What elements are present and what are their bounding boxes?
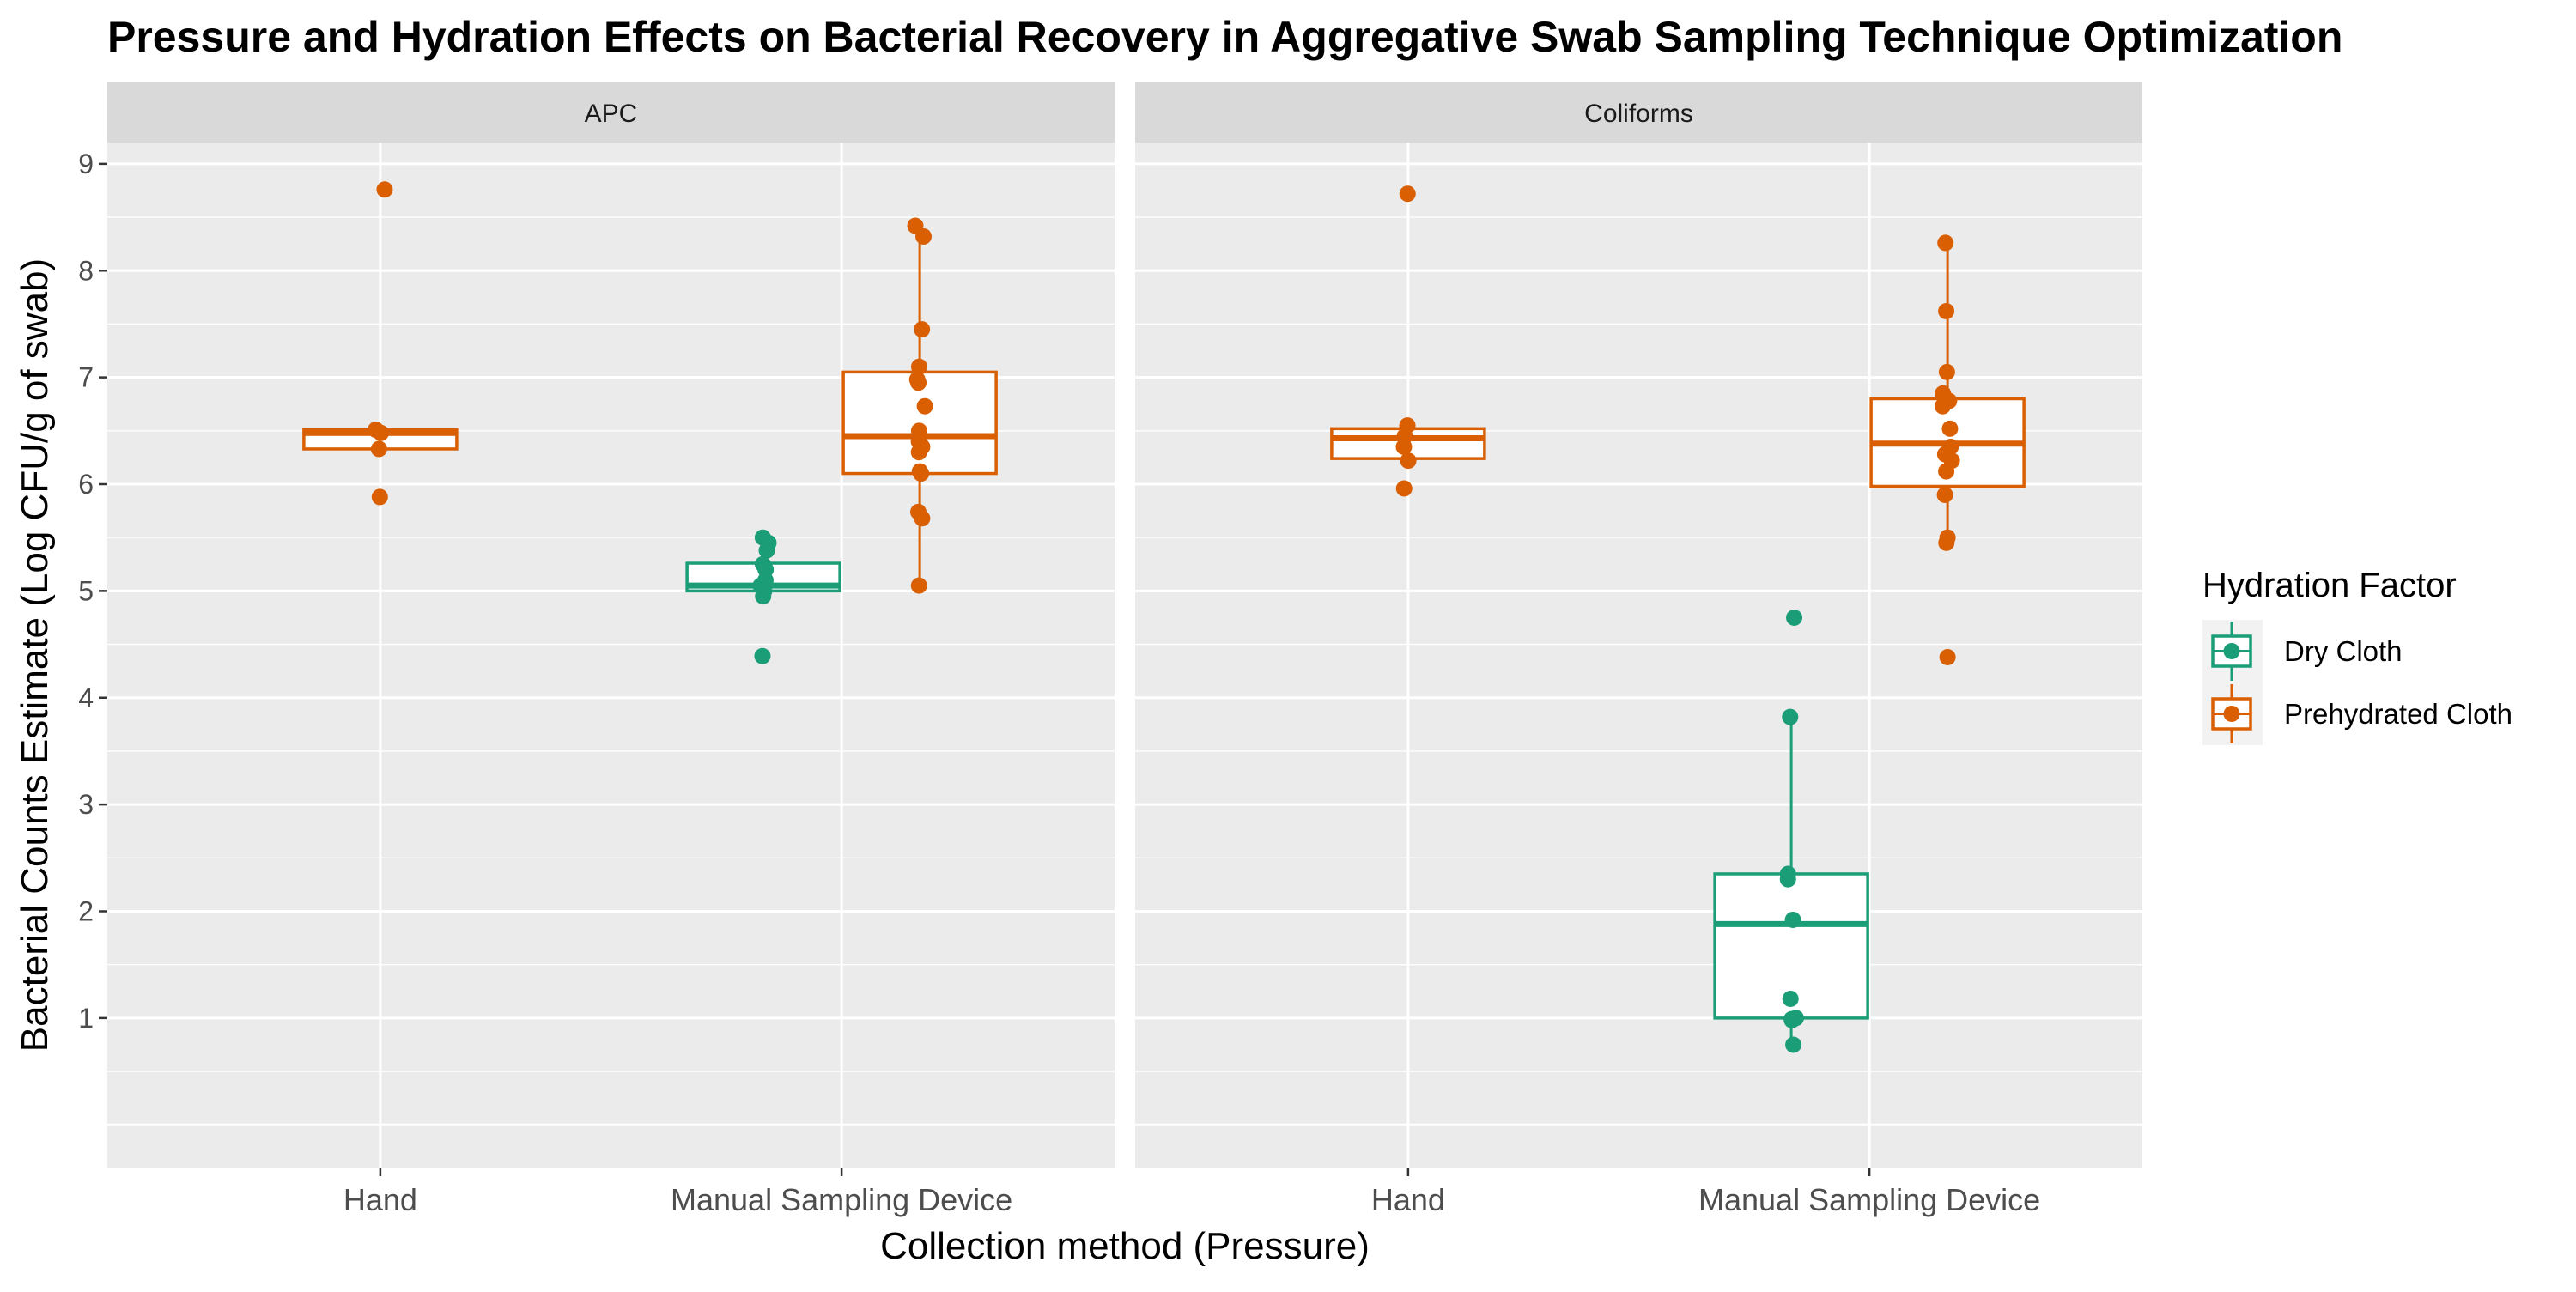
x-tick-label: Hand — [343, 1182, 417, 1217]
facet-strip — [107, 82, 1115, 143]
box-hand-prehydrated-cloth — [302, 181, 459, 506]
y-tick-label: 6 — [78, 469, 94, 500]
data-point — [1938, 303, 1955, 320]
legend-key-prehydrated-cloth — [2202, 682, 2263, 745]
x-axis-title: Collection method (Pressure) — [880, 1225, 1370, 1267]
data-point — [913, 465, 930, 482]
data-point — [371, 488, 388, 506]
y-tick-label: 8 — [78, 255, 94, 286]
data-point — [373, 424, 390, 441]
data-point — [914, 321, 931, 338]
x-tick-label: Hand — [1371, 1182, 1445, 1217]
x-tick-label: Manual Sampling Device — [1698, 1182, 2040, 1217]
y-tick-label: 7 — [78, 362, 94, 393]
x-tick-label: Manual Sampling Device — [671, 1182, 1012, 1217]
legend-key-point — [2223, 706, 2240, 722]
data-point — [1395, 480, 1413, 497]
legend: Hydration Factor Dry Cloth Prehydrated Clo… — [2202, 567, 2512, 745]
data-point — [1938, 363, 1955, 380]
data-point — [754, 647, 771, 664]
data-point — [755, 588, 772, 605]
data-point — [1785, 1036, 1802, 1053]
data-point — [370, 440, 387, 458]
data-point — [1400, 452, 1417, 470]
y-tick-label: 9 — [78, 149, 94, 179]
data-point — [1941, 420, 1959, 437]
facet-strip-label: APC — [585, 100, 638, 128]
chart-title: Pressure and Hydration Effects on Bacter… — [107, 13, 2342, 61]
data-point — [1939, 648, 1956, 665]
y-tick-label: 1 — [78, 1003, 94, 1034]
legend-label: Prehydrated Cloth — [2284, 698, 2512, 730]
box-manual-sampling-device-dry-cloth — [1713, 609, 1869, 1053]
legend-label: Dry Cloth — [2284, 635, 2403, 667]
data-point — [1936, 486, 1953, 503]
facet-strip — [1135, 82, 2142, 143]
data-point — [910, 444, 927, 461]
data-point — [1938, 463, 1955, 480]
facet-panel-coliforms: Coliforms — [1135, 82, 2142, 1168]
data-point — [914, 510, 931, 527]
data-point — [915, 227, 933, 245]
data-point — [1782, 708, 1799, 725]
y-axis-title: Bacterial Counts Estimate (Log CFU/g of … — [14, 258, 56, 1052]
facet-panel-apc: APC — [107, 82, 1115, 1168]
data-point — [376, 181, 393, 198]
data-point — [1786, 609, 1803, 626]
data-point — [910, 374, 927, 391]
panel-background — [1135, 143, 2142, 1168]
data-point — [1779, 870, 1796, 888]
data-point — [1937, 234, 1954, 252]
box-manual-sampling-device-prehydrated-cloth — [841, 217, 998, 594]
data-point — [910, 358, 927, 375]
box-manual-sampling-device-prehydrated-cloth — [1869, 234, 2026, 665]
legend-key-dry-cloth — [2202, 620, 2263, 682]
y-tick-label: 3 — [78, 789, 94, 820]
data-point — [1395, 438, 1413, 455]
data-point — [916, 397, 933, 415]
y-tick-label: 5 — [78, 575, 94, 606]
data-point — [910, 577, 927, 594]
box-manual-sampling-device-dry-cloth — [685, 529, 841, 664]
y-tick-label: 4 — [78, 682, 94, 713]
data-point — [1938, 534, 1955, 551]
data-point — [1399, 185, 1416, 203]
data-point — [1784, 911, 1801, 928]
data-point — [1783, 1011, 1801, 1028]
y-tick-label: 2 — [78, 896, 94, 927]
data-point — [1934, 397, 1951, 415]
legend-title: Hydration Factor — [2202, 567, 2457, 604]
facet-strip-label: Coliforms — [1584, 100, 1693, 128]
data-point — [758, 542, 775, 559]
legend-key-point — [2223, 643, 2240, 659]
data-point — [1782, 990, 1799, 1007]
panel-background — [107, 143, 1115, 1168]
box-hand-prehydrated-cloth — [1330, 185, 1486, 497]
